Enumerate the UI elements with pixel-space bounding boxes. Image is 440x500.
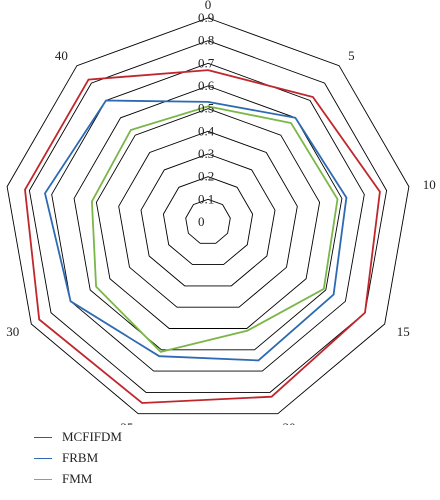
radial-tick-0.6: 0.6 — [198, 78, 215, 93]
legend-label-mcfifdm: MCFIFDM — [62, 429, 122, 444]
legend-swatch-mcfifdm — [34, 437, 52, 438]
legend-item-frbm: FRBM — [34, 449, 234, 470]
legend-swatch-frbm — [34, 458, 52, 459]
grid-ring-0.6 — [73, 85, 343, 351]
grid-ring-0.5 — [95, 108, 321, 329]
radial-tick-0.3: 0.3 — [198, 146, 214, 161]
radial-tick-0.7: 0.7 — [198, 55, 215, 70]
legend-swatch-fmm — [34, 479, 52, 480]
legend-label-frbm: FRBM — [62, 450, 99, 465]
category-label-15: 15 — [397, 324, 410, 339]
radial-tick-0: 0 — [198, 214, 205, 229]
legend-item-fmm: FMM — [34, 470, 234, 491]
series-line-mcfifdm — [24, 69, 381, 404]
category-label-10: 10 — [423, 177, 436, 192]
category-label-20: 20 — [283, 420, 296, 425]
series-line-frbm — [44, 99, 348, 362]
radial-tick-0.2: 0.2 — [198, 169, 214, 184]
grid-ring-0.3 — [140, 153, 276, 287]
radar-chart: 0 0.1 0.2 0.3 0.4 0.5 0.6 0.7 0.8 0.9 0 5 10 15 20 25 3… — [6, 0, 436, 425]
legend: MCFIFDM FRBM FMM — [34, 428, 234, 491]
category-labels: 0510152025303540 — [6, 0, 436, 425]
grid-ring-0.8 — [28, 40, 388, 393]
series-line-fmm — [90, 105, 339, 353]
legend-label-fmm: FMM — [62, 471, 93, 486]
radial-tick-0.8: 0.8 — [198, 33, 214, 48]
category-label-25: 25 — [120, 420, 133, 425]
radar-grid — [6, 17, 410, 415]
category-label-40: 40 — [55, 48, 68, 63]
legend-item-mcfifdm: MCFIFDM — [34, 428, 234, 449]
grid-ring-0.9 — [6, 17, 410, 415]
grid-ring-0.4 — [118, 130, 298, 308]
grid-ring-0.2 — [162, 176, 254, 266]
grid-ring-0.7 — [51, 62, 365, 372]
radial-tick-labels: 0 0.1 0.2 0.3 0.4 0.5 0.6 0.7 0.8 0.9 — [198, 10, 215, 229]
category-label-5: 5 — [348, 48, 355, 63]
category-label-0: 0 — [205, 0, 212, 12]
radial-tick-0.9: 0.9 — [198, 10, 214, 25]
grid-ring-0.1 — [185, 198, 231, 244]
category-label-30: 30 — [6, 324, 19, 339]
radar-series — [24, 69, 381, 404]
radial-tick-0.5: 0.5 — [198, 101, 214, 116]
radial-tick-0.1: 0.1 — [198, 191, 214, 206]
radial-tick-0.4: 0.4 — [198, 123, 215, 138]
